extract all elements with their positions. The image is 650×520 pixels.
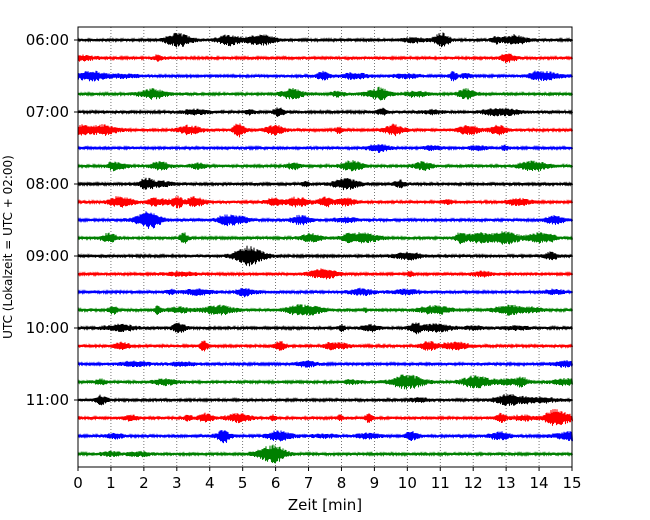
x-tick-label: 9 (370, 474, 380, 492)
y-tick-label: 06:00 (26, 31, 69, 49)
trace-0900 (77, 245, 573, 267)
x-tick-label: 2 (139, 474, 149, 492)
trace-0915 (77, 268, 573, 280)
x-tick-label: 11 (431, 474, 450, 492)
x-tick-label: 7 (304, 474, 314, 492)
trace-1145 (77, 444, 573, 464)
trace-0945 (77, 304, 573, 316)
trace-1015 (77, 340, 573, 352)
trace-1100 (77, 394, 573, 406)
x-tick-label: 0 (73, 474, 83, 492)
x-tick-label: 10 (398, 474, 417, 492)
trace-1000 (77, 322, 573, 335)
trace-0630 (77, 70, 573, 82)
y-tick-label: 08:00 (26, 175, 69, 193)
x-tick-label: 12 (464, 474, 483, 492)
plot-frame (77, 26, 573, 468)
x-axis: 0 1 2 3 4 5 6 7 8 9 10 11 12 13 14 15 (73, 467, 582, 492)
x-tick-label: 4 (205, 474, 215, 492)
trace-0600 (77, 32, 573, 48)
trace-1115 (77, 408, 573, 426)
trace-0800 (77, 177, 573, 191)
trace-0615 (77, 53, 573, 64)
y-tick-label: 07:00 (26, 103, 69, 121)
trace-0815 (77, 195, 573, 209)
x-axis-title: Zeit [min] (288, 496, 362, 514)
x-tick-label: 13 (497, 474, 516, 492)
x-tick-label: 14 (530, 474, 549, 492)
trace-0715 (77, 123, 573, 138)
trace-0645 (77, 86, 573, 101)
traces-group (77, 32, 573, 464)
grid-lines (110, 27, 540, 467)
x-tick-label: 5 (238, 474, 248, 492)
trace-0830 (77, 211, 573, 229)
trace-1045 (77, 374, 573, 390)
x-tick-label: 3 (172, 474, 182, 492)
y-tick-label: 09:00 (26, 247, 69, 265)
trace-0730 (77, 144, 573, 153)
trace-0845 (77, 231, 573, 245)
x-tick-label: 15 (562, 474, 581, 492)
y-tick-label: 11:00 (26, 391, 69, 409)
trace-0700 (77, 107, 573, 117)
trace-0745 (77, 160, 573, 172)
trace-0930 (77, 287, 573, 298)
x-tick-label: 1 (106, 474, 116, 492)
trace-1030 (77, 360, 573, 368)
y-axis-title: UTC (Lokalzeit = UTC + 02:00) (1, 155, 15, 339)
x-tick-label: 6 (271, 474, 281, 492)
y-tick-label: 10:00 (26, 319, 69, 337)
y-axis: 06:00 07:00 08:00 09:00 10:00 11:00 (26, 31, 78, 409)
trace-1130 (77, 430, 573, 444)
x-tick-label: 8 (337, 474, 347, 492)
